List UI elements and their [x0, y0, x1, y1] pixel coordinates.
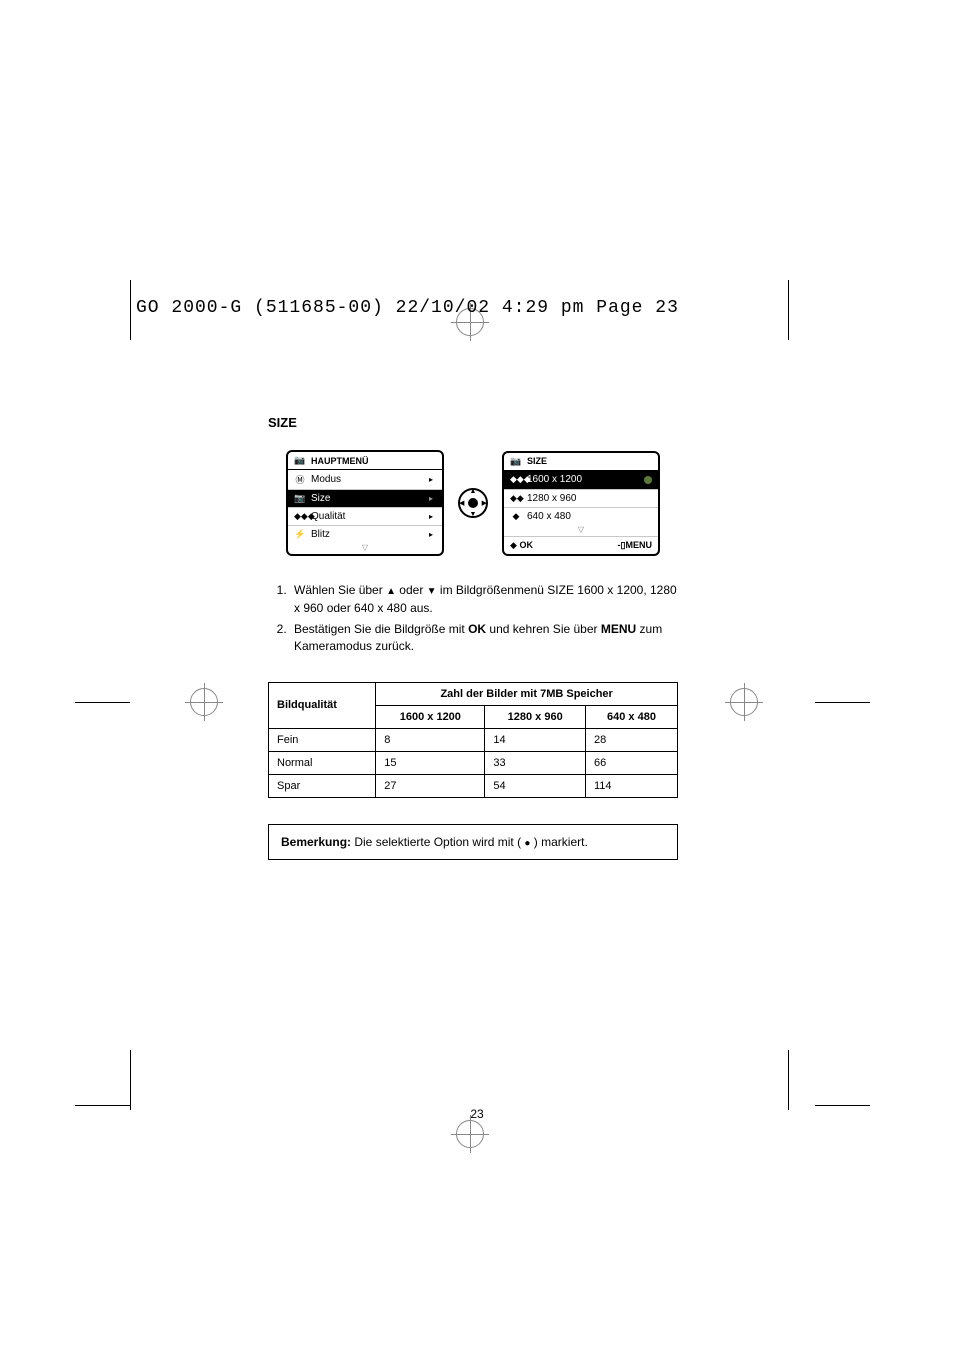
- ok-label: OK: [519, 540, 533, 550]
- menu-row-selected: ◆◆◆ 1600 x 1200: [504, 471, 658, 489]
- menu-row: ◆◆◆ Qualität ▸: [288, 507, 442, 525]
- registration-mark: [190, 688, 218, 716]
- menu-row: Ⓜ Modus ▸: [288, 470, 442, 489]
- camera-icon: 📷: [294, 455, 306, 466]
- print-header: GO 2000-G (511685-00) 22/10/02 4:29 pm P…: [136, 298, 679, 318]
- submenu-arrow-icon: ▸: [426, 512, 436, 522]
- table-cell: 28: [585, 728, 677, 751]
- screen-title: HAUPTMENÜ: [311, 456, 369, 466]
- crop-mark: [815, 702, 870, 703]
- instruction-list: Wählen Sie über ▲ oder ▼ im Bildgrößenme…: [268, 582, 678, 656]
- crop-mark: [130, 280, 131, 340]
- menu-bold: MENU: [601, 622, 636, 636]
- menu-label: -▯MENU: [618, 540, 652, 551]
- table-cell: 27: [376, 774, 485, 797]
- crop-mark: [130, 1050, 131, 1110]
- table-row: Spar 27 54 114: [269, 774, 678, 797]
- crop-mark: [815, 1105, 870, 1106]
- crop-mark: [788, 280, 789, 340]
- down-triangle-icon: ▼: [427, 586, 437, 597]
- menu-label: Qualität: [311, 511, 345, 522]
- page-content: SIZE 📷 HAUPTMENÜ ⓂModus ▸ 📷Size ▸ ◆◆◆Qua…: [268, 415, 678, 860]
- table-cell: 66: [585, 751, 677, 774]
- menu-label: Modus: [311, 474, 341, 485]
- section-title: SIZE: [268, 415, 678, 430]
- quality-icon: ◆◆◆: [294, 511, 306, 522]
- diamond-icon: ◆: [510, 540, 517, 550]
- table-cell: Spar: [269, 774, 376, 797]
- table-cell: 54: [485, 774, 586, 797]
- crop-mark: [75, 1105, 130, 1106]
- up-triangle-icon: ▲: [386, 586, 396, 597]
- menu-screens: 📷 HAUPTMENÜ ⓂModus ▸ 📷Size ▸ ◆◆◆Qualität…: [268, 450, 678, 556]
- flash-icon: ⚡: [294, 529, 306, 540]
- table-cell: 33: [485, 751, 586, 774]
- table-cell: 15: [376, 751, 485, 774]
- screen-title: SIZE: [527, 456, 547, 466]
- table-row: Normal 15 33 66: [269, 751, 678, 774]
- table-cell: 14: [485, 728, 586, 751]
- submenu-arrow-icon: ▸: [426, 475, 436, 485]
- table-cell: 114: [585, 774, 677, 797]
- down-caret-icon: ▽: [288, 543, 442, 554]
- screen-header: 📷 SIZE: [504, 453, 658, 471]
- crop-mark: [75, 702, 130, 703]
- screen-main-menu: 📷 HAUPTMENÜ Ⓜ Modus ▸ 📷 Size ▸ ◆◆◆ Qualität…: [286, 450, 444, 556]
- diamond-icon: ◆: [510, 511, 522, 522]
- diamond-icon: ◆◆: [510, 493, 522, 504]
- instruction-step: Bestätigen Sie die Bildgröße mit OK und …: [290, 621, 678, 656]
- table-row-header: Bildqualität: [269, 682, 376, 728]
- menu-label: 1600 x 1200: [527, 474, 582, 485]
- registration-mark: [456, 1120, 484, 1148]
- joystick-icon: ▲ ▼ ◀ ▶: [458, 488, 488, 518]
- table-col-header: 1600 x 1200: [376, 705, 485, 728]
- diamond-icon: ◆◆◆: [510, 474, 522, 485]
- page-number: 23: [0, 1107, 954, 1121]
- screen-header: 📷 HAUPTMENÜ: [288, 452, 442, 470]
- selected-dot-icon: [644, 476, 652, 484]
- mode-icon: Ⓜ: [294, 473, 306, 486]
- table-col-header: 1280 x 960: [485, 705, 586, 728]
- submenu-arrow-icon: ▸: [426, 530, 436, 540]
- screen-size-menu: 📷 SIZE ◆◆◆ 1600 x 1200 ◆◆ 1280 x 960 ◆ 640 …: [502, 451, 660, 556]
- crop-mark: [788, 1050, 789, 1110]
- note-box: Bemerkung: Die selektierte Option wird m…: [268, 824, 678, 860]
- camera-icon: 📷: [510, 456, 522, 467]
- menu-label: 640 x 480: [527, 511, 571, 522]
- registration-mark: [730, 688, 758, 716]
- menu-row-selected: 📷 Size ▸: [288, 489, 442, 507]
- menu-row: ⚡ Blitz ▸: [288, 525, 442, 543]
- ok-bold: OK: [468, 622, 486, 636]
- menu-row: ◆ 640 x 480: [504, 507, 658, 525]
- note-label: Bemerkung:: [281, 835, 351, 849]
- table-col-header: 640 x 480: [585, 705, 677, 728]
- table-cell: 8: [376, 728, 485, 751]
- instruction-step: Wählen Sie über ▲ oder ▼ im Bildgrößenme…: [290, 582, 678, 617]
- table-row: Fein 8 14 28: [269, 728, 678, 751]
- down-caret-icon: ▽: [504, 525, 658, 536]
- table-cell: Fein: [269, 728, 376, 751]
- submenu-arrow-icon: ▸: [426, 494, 436, 504]
- screen-footer: ◆ OK -▯MENU: [504, 536, 658, 554]
- menu-label: Blitz: [311, 529, 330, 540]
- image-count-table: Bildqualität Zahl der Bilder mit 7MB Spe…: [268, 682, 678, 798]
- table-group-header: Zahl der Bilder mit 7MB Speicher: [376, 682, 678, 705]
- menu-row: ◆◆ 1280 x 960: [504, 489, 658, 507]
- menu-label: Size: [311, 493, 330, 504]
- menu-label: 1280 x 960: [527, 493, 577, 504]
- table-cell: Normal: [269, 751, 376, 774]
- size-icon: 📷: [294, 493, 306, 504]
